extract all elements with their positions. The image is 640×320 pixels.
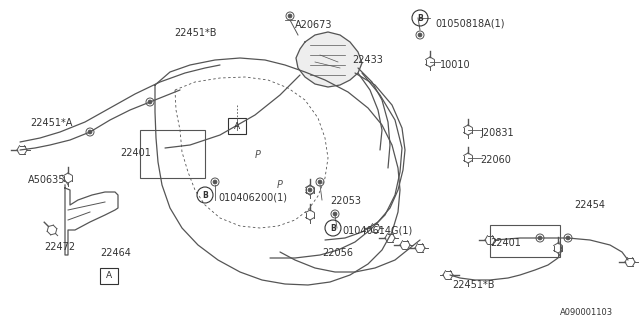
Text: A: A (106, 271, 112, 281)
Polygon shape (296, 32, 362, 87)
Text: P: P (277, 180, 283, 190)
Text: 22454: 22454 (574, 200, 605, 210)
Text: 01040614G(1): 01040614G(1) (342, 225, 412, 235)
Text: 22060: 22060 (480, 155, 511, 165)
Text: A090001103: A090001103 (560, 308, 613, 317)
Bar (140, 130, 205, 178)
Text: 22053: 22053 (330, 196, 361, 206)
Circle shape (148, 100, 152, 104)
Text: 010406200(1): 010406200(1) (218, 192, 287, 202)
Text: 22056: 22056 (322, 248, 353, 258)
Text: 22451*B: 22451*B (452, 280, 495, 290)
Bar (490, 225, 560, 257)
Text: 22401: 22401 (490, 238, 521, 248)
Text: B: B (202, 190, 208, 199)
Text: P: P (255, 150, 261, 160)
Circle shape (88, 130, 92, 134)
Circle shape (213, 180, 217, 184)
Text: A: A (234, 122, 240, 131)
Text: B: B (417, 13, 423, 22)
Circle shape (308, 188, 312, 192)
Bar (100, 268, 118, 284)
Text: 22401: 22401 (120, 148, 151, 158)
Text: A50635: A50635 (28, 175, 65, 185)
Text: 22451*A: 22451*A (30, 118, 72, 128)
Text: 22464: 22464 (100, 248, 131, 258)
Text: 22472: 22472 (44, 242, 75, 252)
Circle shape (333, 212, 337, 216)
Circle shape (566, 236, 570, 240)
Text: 22451*B: 22451*B (173, 28, 216, 38)
Text: A20673: A20673 (295, 20, 333, 30)
Text: J20831: J20831 (480, 128, 514, 138)
Text: 22433: 22433 (352, 55, 383, 65)
Circle shape (418, 33, 422, 37)
Circle shape (318, 180, 322, 184)
Circle shape (538, 236, 542, 240)
Text: B: B (330, 223, 336, 233)
Circle shape (288, 14, 292, 18)
Bar (228, 118, 246, 134)
Text: 10010: 10010 (440, 60, 470, 70)
Text: 01050818A(1): 01050818A(1) (435, 18, 504, 28)
